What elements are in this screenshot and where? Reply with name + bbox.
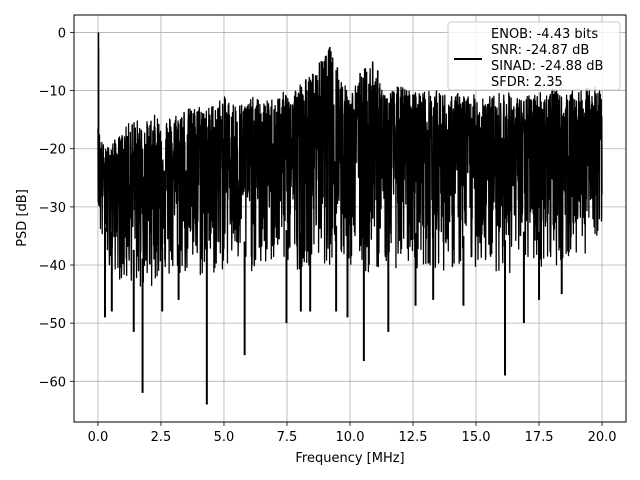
y-axis-label: PSD [dB] xyxy=(15,189,30,247)
x-tick-label: 15.0 xyxy=(462,430,491,445)
psd-trace xyxy=(97,47,603,287)
x-tick-label: 0.0 xyxy=(88,430,109,445)
y-tick-label: −10 xyxy=(39,85,66,100)
y-tick-label: 0 xyxy=(58,26,66,41)
y-tick-label: −50 xyxy=(39,317,66,332)
x-tick-label: 20.0 xyxy=(588,430,617,445)
legend-entry-enob: ENOB: -4.43 bits xyxy=(491,27,598,42)
y-tick-label: −60 xyxy=(39,375,66,390)
x-tick-label: 10.0 xyxy=(336,430,365,445)
legend-entry-snr: SNR: -24.87 dB xyxy=(491,43,589,58)
y-tick-label: −20 xyxy=(39,143,66,158)
data-layer xyxy=(97,32,603,405)
legend-box xyxy=(447,21,621,91)
x-axis-label: Frequency [MHz] xyxy=(295,451,404,466)
ticks: 0.0 2.5 5.0 7.5 10.0 12.5 15.0 17.5 20.0 0 −10 −20 −… xyxy=(39,26,617,445)
legend-entry-sfdr: SFDR: 2.35 xyxy=(491,75,563,90)
legend-entry-sinad: SINAD: -24.88 dB xyxy=(491,59,603,74)
x-tick-label: 2.5 xyxy=(151,430,172,445)
x-tick-label: 17.5 xyxy=(525,430,554,445)
y-tick-label: −30 xyxy=(39,201,66,216)
x-tick-label: 7.5 xyxy=(277,430,298,445)
x-tick-label: 12.5 xyxy=(399,430,428,445)
legend: ENOB: -4.43 bits SNR: -24.87 dB SINAD: -… xyxy=(447,21,621,91)
x-tick-label: 5.0 xyxy=(214,430,235,445)
y-tick-label: −40 xyxy=(39,259,66,274)
